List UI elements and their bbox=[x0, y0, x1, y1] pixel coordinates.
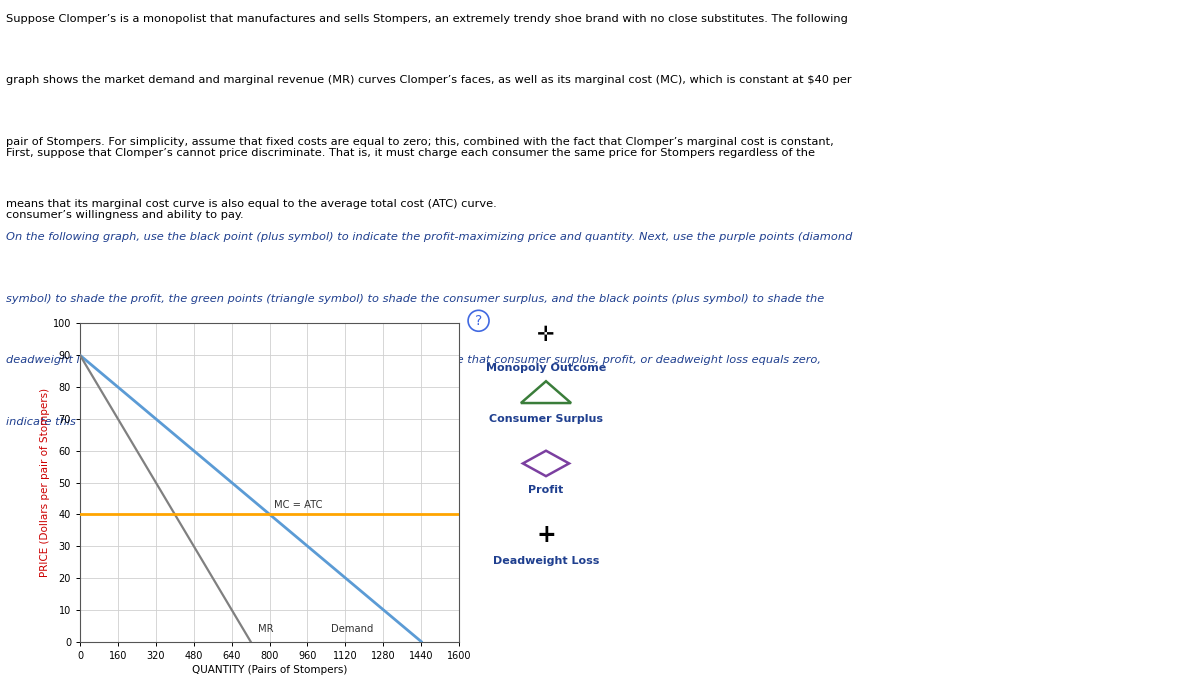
Text: First, suppose that Clomper’s cannot price discriminate. That is, it must charge: First, suppose that Clomper’s cannot pri… bbox=[6, 148, 815, 158]
Text: Suppose Clomper’s is a monopolist that manufactures and sells Stompers, an extre: Suppose Clomper’s is a monopolist that m… bbox=[6, 14, 848, 24]
Text: On the following graph, use the black point (plus symbol) to indicate the profit: On the following graph, use the black po… bbox=[6, 232, 852, 242]
Text: Demand: Demand bbox=[331, 624, 373, 633]
Text: Profit: Profit bbox=[528, 485, 564, 495]
Text: means that its marginal cost curve is also equal to the average total cost (ATC): means that its marginal cost curve is al… bbox=[6, 199, 497, 208]
Y-axis label: PRICE (Dollars per pair of Stompers): PRICE (Dollars per pair of Stompers) bbox=[40, 388, 50, 577]
Text: indicate this by leaving that element in its original position on the palette.): indicate this by leaving that element in… bbox=[6, 417, 434, 426]
Text: MC = ATC: MC = ATC bbox=[275, 500, 323, 510]
Text: Monopoly Outcome: Monopoly Outcome bbox=[486, 363, 606, 373]
Text: pair of Stompers. For simplicity, assume that fixed costs are equal to zero; thi: pair of Stompers. For simplicity, assume… bbox=[6, 137, 834, 147]
Text: ?: ? bbox=[475, 314, 482, 328]
Text: consumer’s willingness and ability to pay.: consumer’s willingness and ability to pa… bbox=[6, 210, 244, 219]
X-axis label: QUANTITY (Pairs of Stompers): QUANTITY (Pairs of Stompers) bbox=[192, 665, 347, 675]
Text: Deadweight Loss: Deadweight Loss bbox=[493, 556, 599, 566]
Text: MR: MR bbox=[258, 624, 274, 633]
Text: +: + bbox=[536, 523, 556, 547]
Text: symbol) to shade the profit, the green points (triangle symbol) to shade the con: symbol) to shade the profit, the green p… bbox=[6, 294, 824, 303]
Text: ✛: ✛ bbox=[538, 325, 554, 345]
Text: graph shows the market demand and marginal revenue (MR) curves Clomper’s faces, : graph shows the market demand and margin… bbox=[6, 75, 852, 85]
Text: Consumer Surplus: Consumer Surplus bbox=[490, 414, 604, 424]
Text: deadweight loss in this market without price discrimination. (Note: If you decid: deadweight loss in this market without p… bbox=[6, 355, 821, 365]
